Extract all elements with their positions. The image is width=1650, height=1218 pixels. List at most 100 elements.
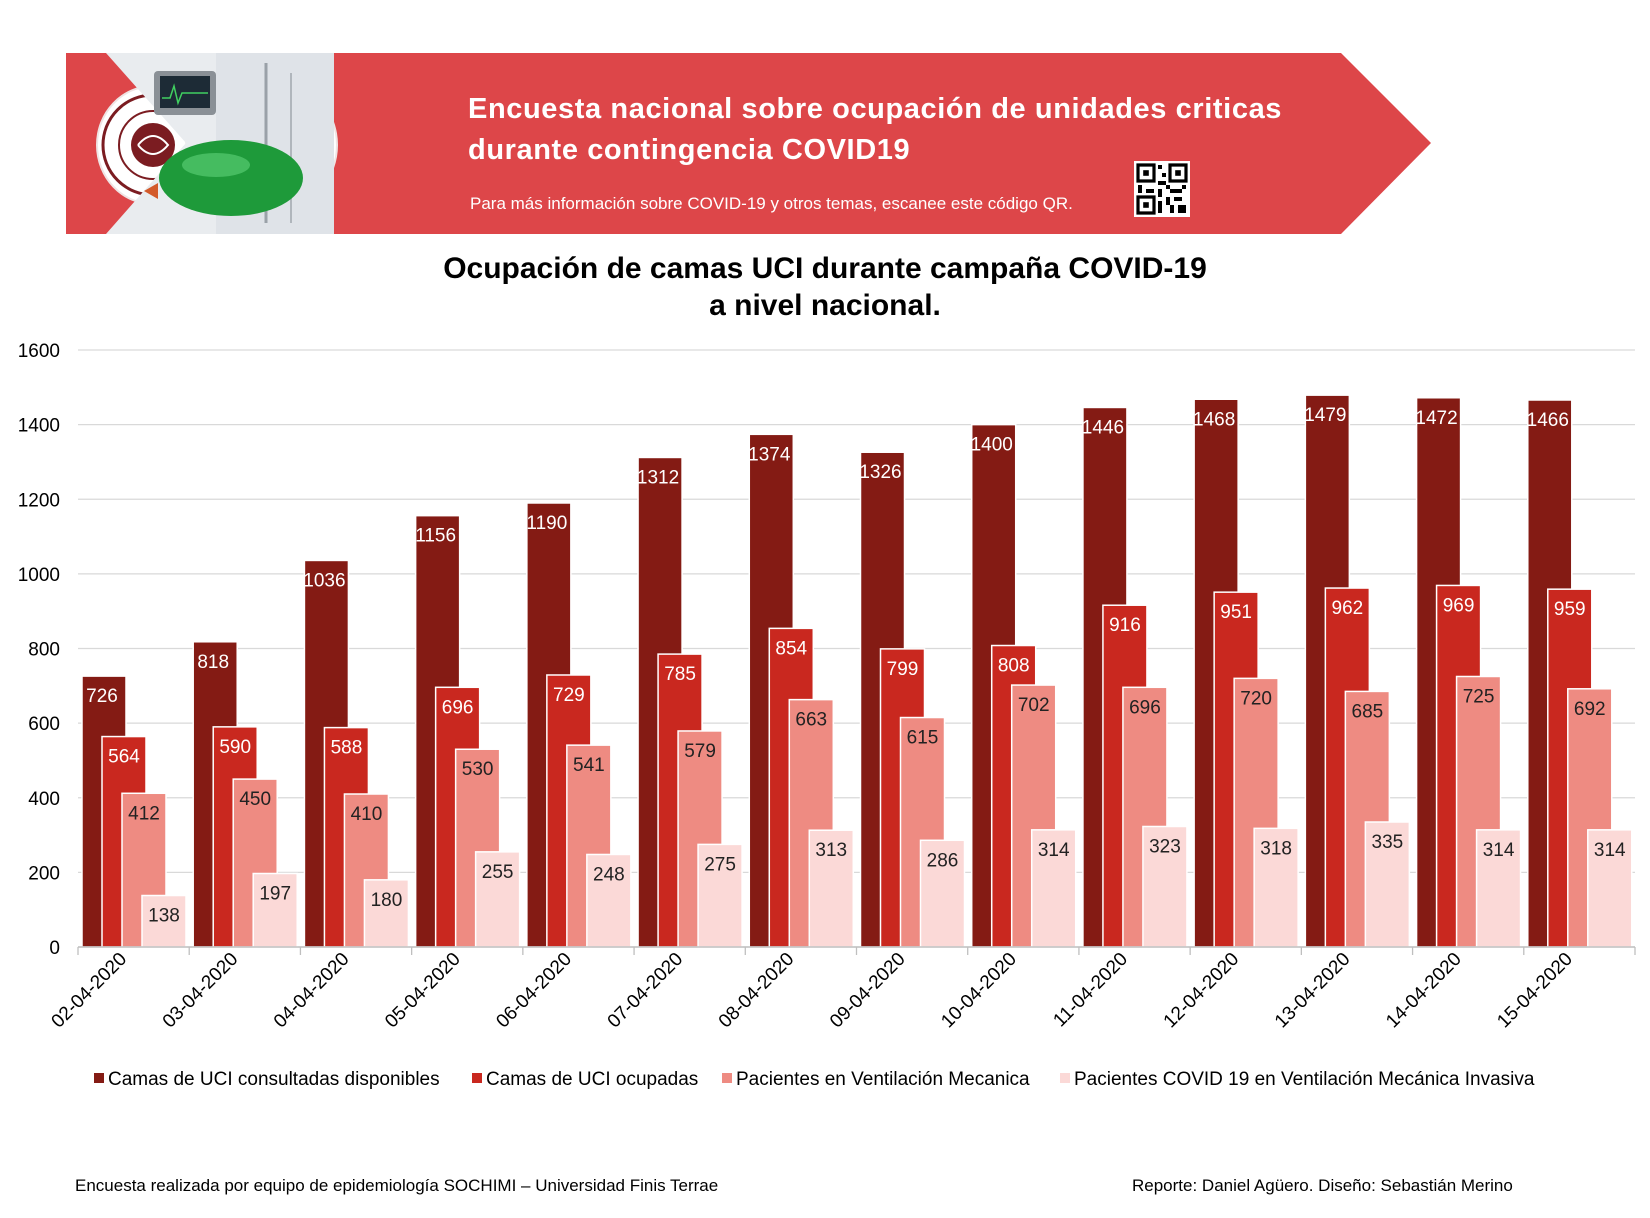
data-label: 318 <box>1260 838 1292 859</box>
data-label: 588 <box>331 738 363 759</box>
data-label: 1468 <box>1193 409 1235 430</box>
qr-code-icon[interactable] <box>1134 161 1190 217</box>
bar <box>141 894 187 948</box>
bar <box>1364 821 1411 948</box>
x-tick-label: 07-04-2020 <box>604 949 688 1033</box>
legend-label: Camas de UCI consultadas disponibles <box>108 1069 440 1090</box>
bar <box>1253 827 1299 948</box>
data-label: 180 <box>371 890 403 911</box>
bar <box>1142 825 1188 948</box>
x-tick-label: 15-04-2020 <box>1493 949 1577 1033</box>
footer-survey-credit: Encuesta realizada por equipo de epidemi… <box>75 1176 719 1195</box>
legend-label: Pacientes en Ventilación Mecanica <box>736 1069 1030 1090</box>
x-tick-label: 05-04-2020 <box>381 949 465 1033</box>
data-label: 1400 <box>971 435 1013 456</box>
data-label: 1466 <box>1527 410 1569 431</box>
data-label: 590 <box>219 737 251 758</box>
bar <box>363 879 410 948</box>
y-tick-label: 0 <box>49 938 60 959</box>
data-label: 314 <box>1483 840 1515 861</box>
data-label: 579 <box>684 741 716 762</box>
y-tick-label: 1400 <box>18 416 60 437</box>
bar <box>1475 829 1522 948</box>
data-label: 1312 <box>637 467 679 488</box>
data-label: 785 <box>664 664 696 685</box>
data-label: 335 <box>1372 832 1404 853</box>
banner-title-line1: Encuesta nacional sobre ocupación de uni… <box>468 93 1283 125</box>
data-label: 916 <box>1109 615 1141 636</box>
data-label: 541 <box>573 755 605 776</box>
data-label: 197 <box>259 883 291 904</box>
data-label: 702 <box>1018 695 1050 716</box>
bar <box>1030 829 1077 948</box>
data-label: 726 <box>86 686 118 707</box>
chart-title: Ocupación de camas UCI durante campaña C… <box>0 250 1650 324</box>
x-tick-label: 10-04-2020 <box>937 949 1021 1033</box>
data-label: 799 <box>887 659 919 680</box>
data-label: 530 <box>462 759 494 780</box>
bar <box>252 872 298 948</box>
data-label: 615 <box>907 728 939 749</box>
legend-swatch <box>472 1073 482 1083</box>
data-label: 1156 <box>415 526 456 547</box>
y-tick-label: 1200 <box>18 490 60 511</box>
y-tick-label: 600 <box>28 714 60 735</box>
data-label: 951 <box>1220 602 1252 623</box>
data-label: 818 <box>197 652 229 673</box>
data-label: 725 <box>1463 686 1495 707</box>
bar <box>697 843 743 948</box>
data-label: 962 <box>1332 598 1364 619</box>
x-tick-label: 03-04-2020 <box>159 949 243 1033</box>
data-label: 692 <box>1574 699 1606 720</box>
data-label: 412 <box>128 803 160 824</box>
bar <box>474 851 521 948</box>
x-tick-label: 14-04-2020 <box>1382 949 1466 1033</box>
bar <box>919 839 966 948</box>
data-label: 854 <box>775 638 807 659</box>
data-label: 685 <box>1352 701 1384 722</box>
bar <box>586 853 632 948</box>
data-label: 808 <box>998 656 1030 677</box>
data-label: 1472 <box>1415 408 1457 429</box>
x-tick-label: 09-04-2020 <box>826 949 910 1033</box>
data-label: 1374 <box>748 444 791 465</box>
data-label: 323 <box>1149 836 1181 857</box>
legend-label: Camas de UCI ocupadas <box>486 1069 698 1090</box>
x-tick-label: 04-04-2020 <box>270 949 354 1033</box>
data-label: 255 <box>482 862 514 883</box>
data-label: 314 <box>1038 840 1070 861</box>
data-label: 729 <box>553 685 585 706</box>
data-label: 959 <box>1554 599 1586 620</box>
x-tick-label: 06-04-2020 <box>492 949 576 1033</box>
x-tick-label: 13-04-2020 <box>1271 949 1355 1033</box>
data-label: 450 <box>239 789 271 810</box>
x-tick-label: 12-04-2020 <box>1160 949 1244 1033</box>
legend-label: Pacientes COVID 19 en Ventilación Mecáni… <box>1074 1069 1535 1090</box>
icu-equipment-photo <box>106 53 334 234</box>
data-label: 1326 <box>859 462 901 483</box>
banner-subtitle: Para más información sobre COVID-19 y ot… <box>470 194 1073 213</box>
banner-arrow-shape <box>66 53 1461 234</box>
data-label: 275 <box>704 854 736 875</box>
footer-report-credit: Reporte: Daniel Agüero. Diseño: Sebastiá… <box>1132 1176 1513 1195</box>
data-label: 1446 <box>1082 417 1124 438</box>
data-label: 1036 <box>303 570 345 591</box>
chart-title-line1: Ocupación de camas UCI durante campaña C… <box>443 252 1207 285</box>
data-label: 696 <box>442 697 474 718</box>
data-label: 314 <box>1594 840 1626 861</box>
y-tick-label: 200 <box>28 863 60 884</box>
data-label: 313 <box>815 840 847 861</box>
data-label: 1479 <box>1304 405 1346 426</box>
data-label: 696 <box>1129 697 1161 718</box>
y-tick-label: 800 <box>28 640 60 661</box>
x-tick-label: 11-04-2020 <box>1049 949 1132 1032</box>
y-tick-label: 400 <box>28 789 60 810</box>
x-tick-label: 02-04-2020 <box>48 949 132 1033</box>
data-label: 286 <box>927 850 959 871</box>
data-label: 138 <box>148 906 180 927</box>
data-label: 1190 <box>526 513 567 534</box>
bar <box>808 829 855 948</box>
y-tick-label: 1600 <box>18 341 60 362</box>
data-label: 564 <box>108 747 140 768</box>
